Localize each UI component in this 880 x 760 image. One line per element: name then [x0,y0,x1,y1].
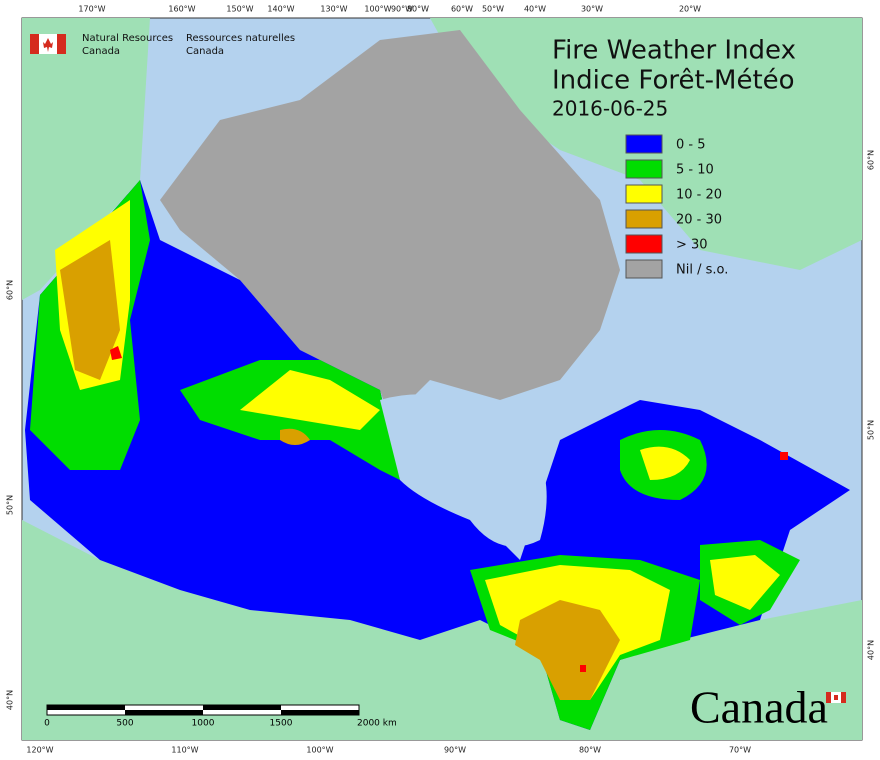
longitude-label: 70°W [729,746,751,755]
longitude-label: 80°W [579,746,601,755]
arctic-no-data [160,30,620,420]
legend-label: Nil / s.o. [676,263,728,278]
longitude-label: 130°W [320,5,347,14]
latitude-label: 60°N [6,280,15,300]
flag-bar [57,34,66,54]
longitude-label: 160°W [168,5,195,14]
scale-label: 1000 [192,719,215,729]
legend: 0 - 5 5 - 10 10 - 20 20 - 30 > 30 Nil / s.o. [625,134,728,279]
longitude-label: 110°W [171,746,198,755]
scale-bar: 0 500 1000 1500 2000 km [44,704,397,729]
legend-label: > 30 [676,238,708,253]
legend-swatch [625,234,663,254]
legend-swatch [625,159,663,179]
latitude-label: 60°N [867,150,876,170]
hudson-bay [380,394,547,547]
fwi-area [280,428,310,445]
longitude-label: 20°W [679,5,701,14]
legend-label: 0 - 5 [676,138,706,153]
longitude-label: 90°W [391,5,413,14]
flag-bar [841,692,846,703]
longitude-label: 100°W [306,746,333,755]
agency-fr: Ressources naturelles [186,33,295,44]
title: Indice Forêt-Météo [552,66,795,96]
fwi-area [580,665,586,672]
maple-leaf [43,38,53,52]
latitude-label: 40°N [6,690,15,710]
wordmark: Canada [690,682,828,733]
longitude-label: 60°W [451,5,473,14]
title: Fire Weather Index [552,36,796,66]
agency-en: Canada [82,46,120,57]
scale-seg [125,710,203,715]
longitude-label: 80°W [407,5,429,14]
fwi-area [110,346,122,360]
longitude-label: 40°W [524,5,546,14]
agency-fr: Canada [186,46,224,57]
date: 2016-06-25 [552,97,668,121]
fwi-area [640,446,690,480]
scale-seg [47,705,125,710]
scale-label: 500 [116,719,133,729]
fwi-area [780,452,788,460]
longitude-label: 30°W [581,5,603,14]
scale-seg [281,710,359,715]
alaska [22,18,150,300]
longitude-label: 50°W [482,5,504,14]
legend-swatch [625,184,663,204]
legend-swatch [625,134,663,154]
scale-label: 1500 [270,719,293,729]
legend-swatch [625,209,663,229]
latitude-label: 50°N [867,420,876,440]
scale-label: 2000 km [357,719,397,729]
longitude-label: 90°W [444,746,466,755]
fire-weather-areas [25,180,850,730]
scale-label: 0 [44,719,50,729]
flag-bar [30,34,39,54]
latitude-label: 40°N [867,640,876,660]
legend-label: 10 - 20 [676,188,722,203]
longitude-label: 140°W [267,5,294,14]
latitude-label: 50°N [6,495,15,515]
fwi-area [710,555,780,610]
united-states [22,520,862,740]
maple-leaf [834,695,838,700]
longitude-label: 150°W [226,5,253,14]
longitude-label: 120°W [26,746,53,755]
fwi-area [240,370,380,430]
legend-label: 5 - 10 [676,163,714,178]
legend-label: 20 - 30 [676,213,722,228]
flag-bar [826,692,831,703]
fwi-area [515,600,620,700]
longitude-label: 100°W [364,5,391,14]
scale-seg [203,705,281,710]
longitude-label: 170°W [78,5,105,14]
agency-en: Natural Resources [82,33,173,44]
legend-swatch [625,259,663,279]
fwi-area [60,240,120,380]
